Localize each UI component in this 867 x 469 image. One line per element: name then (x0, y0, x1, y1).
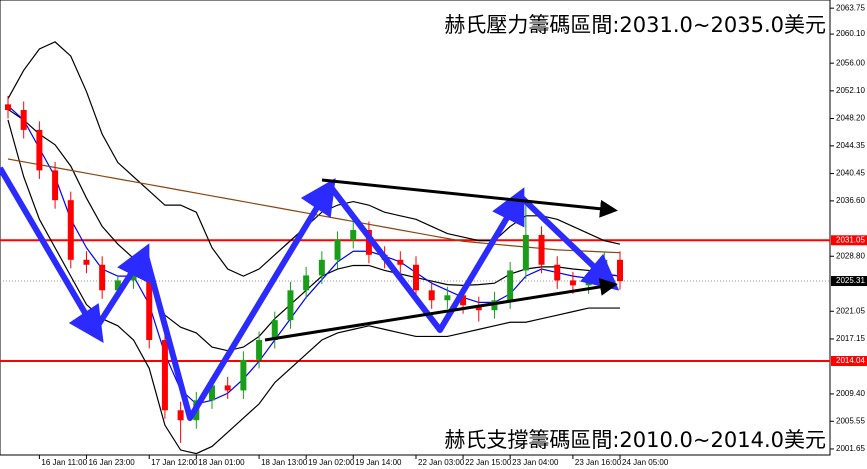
x-tick-label: 22 Jan 15:00 (465, 458, 512, 467)
x-tick-label: 16 Jan 11:00 (41, 458, 87, 467)
y-tick-label: 2060.10 (836, 29, 865, 38)
x-tick-label: 23 Jan 16:00 (575, 458, 622, 467)
y-tick-label: 2052.10 (836, 86, 865, 95)
candle-body (554, 264, 561, 281)
candle-body (397, 259, 404, 265)
indicator-line (7, 108, 621, 352)
candle-body (83, 259, 90, 265)
candle-body (20, 110, 27, 130)
y-tick-label: 2048.20 (836, 114, 865, 123)
candle-body (99, 264, 106, 291)
y-tick-label: 2009.40 (836, 389, 865, 398)
y-tick-label: 2044.35 (836, 141, 865, 150)
x-tick-label: 19 Jan 02:00 (308, 458, 355, 467)
candle-body (444, 295, 451, 301)
current-price-bg (831, 276, 867, 287)
x-tick-label: 24 Jan 05:00 (622, 458, 669, 467)
x-tick-label: 23 Jan 04:00 (512, 458, 559, 467)
arrow-head (68, 303, 104, 343)
candle-body (475, 305, 482, 311)
candle-body (428, 290, 435, 301)
candle-body (460, 295, 467, 306)
candle-body (507, 270, 514, 301)
candle-body (67, 200, 74, 260)
y-tick-label: 2036.60 (836, 196, 865, 205)
candle-body (287, 290, 294, 321)
x-tick-label: 22 Jan 03:00 (418, 458, 465, 467)
candle-body (569, 280, 576, 286)
y-tick-label: 2028.80 (836, 251, 865, 260)
y-tick-label: 2001.65 (836, 444, 865, 453)
arrow-head (300, 178, 336, 218)
candle-body (5, 104, 11, 111)
trend-line (321, 178, 618, 218)
level-label: 2031.05 (836, 235, 865, 244)
x-tick-label: 18 Jan 01:00 (198, 458, 245, 467)
y-tick-label: 2056.00 (836, 58, 865, 67)
candle-body (538, 234, 545, 265)
arrow-head (117, 243, 150, 284)
y-tick-label: 2005.55 (836, 416, 865, 425)
candle-body (161, 340, 168, 411)
candle-body (240, 359, 247, 391)
indicator-line (7, 119, 620, 455)
candle-body (224, 385, 231, 391)
level-label-bg (831, 356, 867, 367)
arrow-head (580, 253, 620, 291)
candle-body (303, 275, 310, 291)
candle-body (146, 275, 153, 341)
x-tick-label: 16 Jan 23:00 (88, 458, 135, 467)
y-tick-label: 2063.75 (836, 3, 865, 12)
current-price-label: 2025.31 (836, 276, 865, 285)
x-tick-label: 18 Jan 13:00 (261, 458, 308, 467)
indicator-line (7, 105, 621, 405)
trend-arrows (0, 166, 620, 421)
candle-body (177, 410, 184, 421)
candle-body (114, 280, 121, 291)
candle-body (256, 340, 263, 360)
x-tick-label: 19 Jan 14:00 (355, 458, 402, 467)
candle-body (617, 259, 623, 282)
y-tick-label: 2017.15 (836, 334, 865, 343)
candle-body (318, 259, 325, 276)
x-tick-label: 17 Jan 12:00 (151, 458, 198, 467)
y-tick-label: 2021.05 (836, 306, 865, 315)
trend-line (264, 277, 618, 342)
level-label: 2014.04 (836, 356, 865, 365)
y-tick-label: 2040.45 (836, 169, 865, 178)
candle-body (334, 239, 341, 260)
candle-body (271, 320, 278, 341)
candle-body (209, 385, 215, 401)
candle-body (52, 170, 59, 201)
candle-body (522, 234, 529, 271)
annotation: 赫氏壓力籌碼區間:2031.0~2035.0美元 (444, 13, 826, 37)
candle-body (491, 300, 498, 311)
candle-body (413, 264, 419, 291)
candle-body (585, 280, 592, 286)
candle-body (350, 229, 357, 240)
level-label-bg (831, 235, 867, 246)
candle-body (365, 229, 372, 255)
plot-frame (0, 0, 831, 456)
annotation: 赫氏支撐籌碼區間:2010.0~2014.0美元 (444, 428, 826, 452)
candle-body (36, 129, 43, 171)
